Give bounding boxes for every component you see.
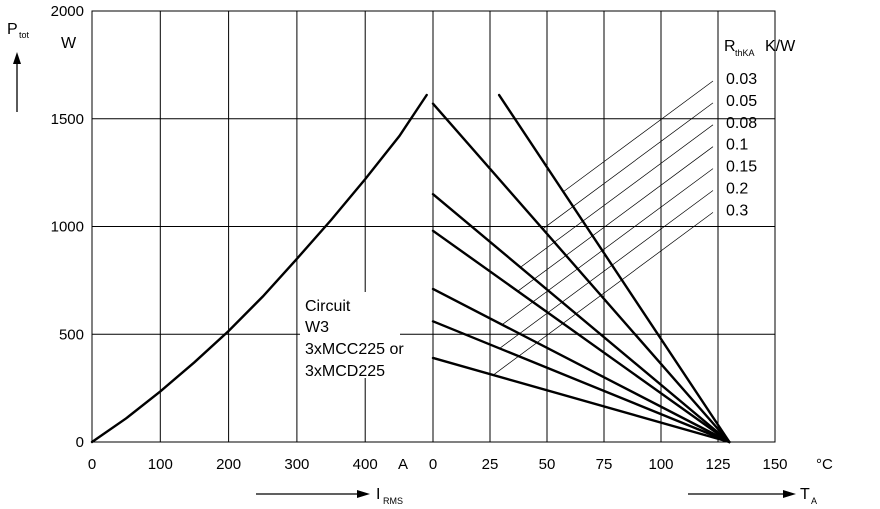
annotation-background <box>300 292 400 378</box>
y-tick-label: 1000 <box>51 219 84 236</box>
legend-title-symbol: R <box>724 38 736 55</box>
y-axis-unit: W <box>61 35 77 52</box>
right-x-tick-label: 125 <box>705 456 730 473</box>
y-tick-label: 0 <box>76 434 84 451</box>
left-x-tick-label: 0 <box>88 456 96 473</box>
annotation-line-1: Circuit <box>305 298 351 315</box>
leader-line-0.08 <box>520 124 714 268</box>
series-line-circuit <box>90 93 428 444</box>
right-x-tick-label: 0 <box>429 456 437 473</box>
series-line-rthka-0.15 <box>431 287 731 444</box>
annotation-line-4: 3xMCD225 <box>305 363 385 380</box>
legend-entry-0.03: 0.03 <box>726 71 757 88</box>
right-x-tick-label: 50 <box>539 456 556 473</box>
series-line-rthka-0.03 <box>497 93 731 444</box>
series-line-rthka-0.1 <box>431 229 731 444</box>
series-line-rthka-0.08 <box>431 192 731 444</box>
right-x-tick-label: 150 <box>762 456 787 473</box>
legend-title-subscript: thKA <box>735 48 755 58</box>
y-tick-label: 2000 <box>51 3 84 20</box>
right-x-tick-label: 75 <box>596 456 613 473</box>
right-x-axis-symbol: T <box>800 486 810 503</box>
left-x-tick-label: 100 <box>148 456 173 473</box>
y-axis-symbol: P <box>7 21 18 38</box>
legend-leader-lines <box>493 80 714 376</box>
series-lines <box>90 93 731 444</box>
left-x-axis-subscript: RMS <box>383 496 403 506</box>
annotation-line-2: W3 <box>305 319 329 336</box>
legend-entry-0.3: 0.3 <box>726 202 748 219</box>
left-x-tick-label: 300 <box>284 456 309 473</box>
legend-entry-0.15: 0.15 <box>726 159 757 176</box>
legend-entry-0.05: 0.05 <box>726 93 757 110</box>
leader-line-0.15 <box>501 168 714 325</box>
series-line-rthka-0.2 <box>431 320 731 444</box>
y-tick-label: 1500 <box>51 111 84 128</box>
series-line-rthka-0.3 <box>431 356 731 444</box>
y-tick-labels: 0 500 1000 1500 2000 <box>51 3 84 451</box>
y-axis-subscript: tot <box>19 30 30 40</box>
legend-entry-0.08: 0.08 <box>726 115 757 132</box>
leader-line-0.1 <box>517 146 714 292</box>
leader-line-0.05 <box>542 102 714 230</box>
leader-line-0.2 <box>499 190 714 349</box>
left-x-axis-arrow <box>256 490 370 498</box>
legend-entry-0.2: 0.2 <box>726 181 748 198</box>
series-line-rthka-0.05 <box>431 102 731 444</box>
right-x-tick-label: 25 <box>482 456 499 473</box>
y-axis-arrow <box>13 52 21 112</box>
x-tick-labels: 0 100 200 300 400 0 25 50 75 100 125 150 <box>88 456 788 473</box>
left-x-tick-label: 400 <box>353 456 378 473</box>
leader-line-0.03 <box>563 80 714 193</box>
left-x-tick-label: 200 <box>216 456 241 473</box>
left-x-axis-unit: A <box>398 456 408 473</box>
y-tick-label: 500 <box>59 326 84 343</box>
left-x-axis-symbol: I <box>376 486 380 503</box>
legend-title-unit: K/W <box>765 38 796 55</box>
annotation-line-3: 3xMCC225 or <box>305 341 404 358</box>
right-x-tick-label: 100 <box>648 456 673 473</box>
legend-entry-0.1: 0.1 <box>726 137 748 154</box>
right-x-axis-unit: °C <box>816 456 833 473</box>
leader-line-0.3 <box>493 212 714 376</box>
legend-entries: 0.03 0.05 0.08 0.1 0.15 0.2 0.3 <box>726 71 757 219</box>
right-x-axis-subscript: A <box>811 496 817 506</box>
right-x-axis-arrow <box>688 490 796 498</box>
